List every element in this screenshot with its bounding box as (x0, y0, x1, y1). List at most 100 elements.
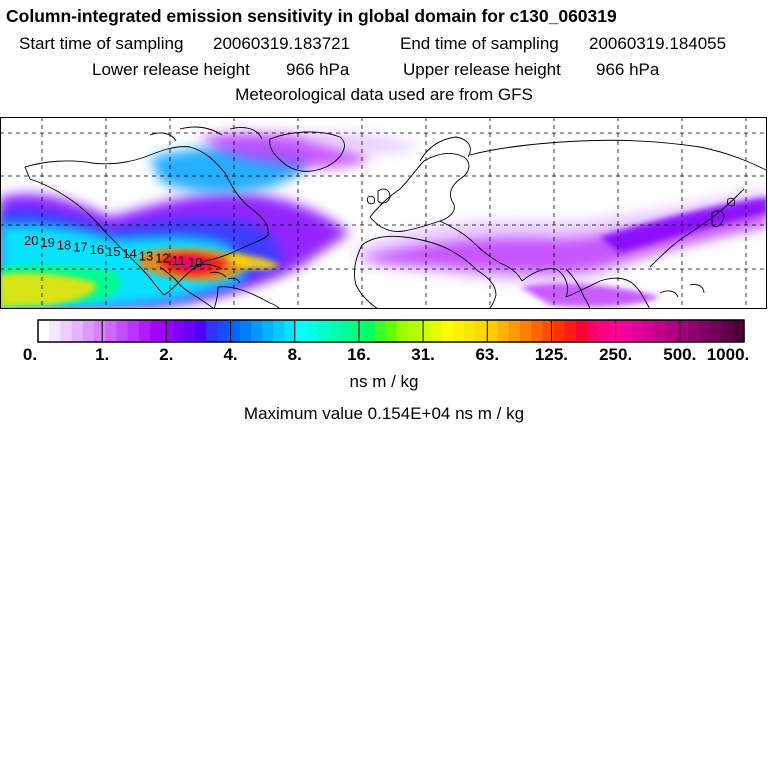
colorbar-cell (161, 320, 174, 342)
colorbar-tick-label: 63. (475, 345, 500, 364)
track-label: 10 (188, 255, 202, 270)
track-label: 12 (155, 251, 169, 266)
end-time-label: End time of sampling (400, 34, 559, 53)
colorbar-tick-label: 250. (599, 345, 633, 364)
coastline-asia-north (469, 139, 767, 172)
colorbar-cell (419, 320, 431, 342)
start-time-value: 20060319.183721 (213, 34, 351, 53)
colorbar-unit-label: ns m / kg (349, 372, 419, 391)
colorbar-cell (531, 320, 543, 342)
track-label: 16 (90, 242, 104, 257)
track-label: 18 (57, 237, 71, 252)
track-label: 15 (106, 244, 120, 259)
colorbar-cell (329, 320, 342, 342)
colorbar-cell (351, 320, 364, 342)
colorbar-cell (721, 320, 734, 342)
colorbar-cell (687, 320, 700, 342)
colorbar-cell (228, 320, 241, 342)
colorbar-tick-label: 1000. (706, 345, 750, 364)
upper-release-label: Upper release height (403, 60, 561, 79)
track-label: 17 (73, 240, 87, 255)
colorbar-tick-label: 1. (95, 345, 110, 364)
colorbar-cell (676, 320, 689, 342)
coastline-north-america (24, 146, 269, 296)
colorbar-cell (542, 320, 555, 342)
colorbar-tick-label: 4. (223, 345, 238, 364)
end-time-value: 20060319.184055 (589, 34, 727, 53)
colorbar-cell (60, 320, 73, 342)
colorbar-cell (82, 320, 95, 342)
start-time-label: Start time of sampling (19, 34, 184, 53)
colorbar-cell (250, 320, 263, 342)
coastline-southeast-asia-islands (659, 284, 705, 298)
colorbar-cell (105, 320, 118, 342)
colorbar-cell (150, 320, 162, 342)
track-label: 14 (122, 246, 136, 261)
colorbar-cell (306, 320, 319, 342)
track-label: 19 (40, 235, 54, 250)
colorbar-cell (732, 320, 745, 342)
colorbar-cell (217, 320, 230, 342)
coastline-greenland (269, 131, 345, 172)
colorbar-tick-label: 125. (534, 345, 568, 364)
colorbar-cell (486, 320, 499, 342)
colorbar-cell (631, 320, 644, 342)
colorbar-cell (564, 320, 577, 342)
coastline-east-asia (649, 188, 745, 268)
plume-asia-south (520, 283, 660, 307)
colorbar-cell (553, 320, 566, 342)
plume-yellow-west (0, 273, 96, 307)
plume-magenta-northeast (300, 132, 420, 154)
track-labels: 20 19 18 17 16 15 14 13 12 11 10 (24, 233, 202, 270)
colorbar-cell (710, 320, 723, 342)
track-label: 11 (172, 253, 186, 268)
lower-release-label: Lower release height (92, 60, 250, 79)
maximum-value-text: Maximum value 0.154E+04 ns m / kg (243, 404, 525, 423)
coastline-europe (369, 153, 470, 232)
colorbar-cell (194, 320, 207, 342)
colorbar-cell (273, 320, 286, 342)
emission-sensitivity-map: 20 19 18 17 16 15 14 13 12 11 10 (0, 117, 768, 309)
map-frame (0, 117, 767, 309)
colorbar-cell (71, 320, 84, 342)
coastline-caribbean (194, 263, 241, 284)
colorbar-cell (396, 320, 409, 342)
colorbar-cell (430, 320, 443, 342)
track-label: 13 (139, 248, 153, 263)
colorbar-cell (362, 320, 375, 342)
coastline-indian-peninsula (565, 268, 591, 309)
colorbar-cell (385, 320, 398, 342)
colorbar-tick-label: 8. (287, 345, 302, 364)
colorbar-cell (587, 320, 599, 342)
colorbar-cell (49, 320, 62, 342)
plume-layer (0, 132, 767, 309)
colorbar-cell (127, 320, 140, 342)
plume-magenta-core (170, 256, 212, 271)
colorbar-cell (654, 320, 667, 342)
colorbar-cell (643, 320, 655, 342)
coastline-british-isles (367, 188, 391, 205)
colorbar-cell (508, 320, 521, 342)
coastline-middle-east (439, 220, 523, 282)
colorbar-cell (497, 320, 510, 342)
colorbar-cell (318, 320, 330, 342)
plot-title: Column-integrated emission sensitivity i… (6, 6, 617, 26)
met-data-note: Meteorological data used are from GFS (235, 85, 533, 104)
colorbar-tick-label: 31. (411, 345, 435, 364)
colorbar-cells (38, 320, 745, 342)
colorbar-cell (598, 320, 611, 342)
colorbar-cell (575, 320, 588, 342)
colorbar-tick-label: 16. (347, 345, 371, 364)
colorbar-cell (374, 320, 386, 342)
colorbar-cell (116, 320, 129, 342)
colorbar-dividers (101, 320, 681, 342)
colorbar-cell (183, 320, 196, 342)
colorbar-cell (138, 320, 151, 342)
colorbar-cell (519, 320, 532, 342)
colorbar (37, 319, 745, 343)
colorbar-cell (441, 320, 454, 342)
colorbar-cell (699, 320, 711, 342)
colorbar-frame (37, 319, 745, 343)
coastline-japan (711, 197, 735, 228)
colorbar-cell (340, 320, 353, 342)
